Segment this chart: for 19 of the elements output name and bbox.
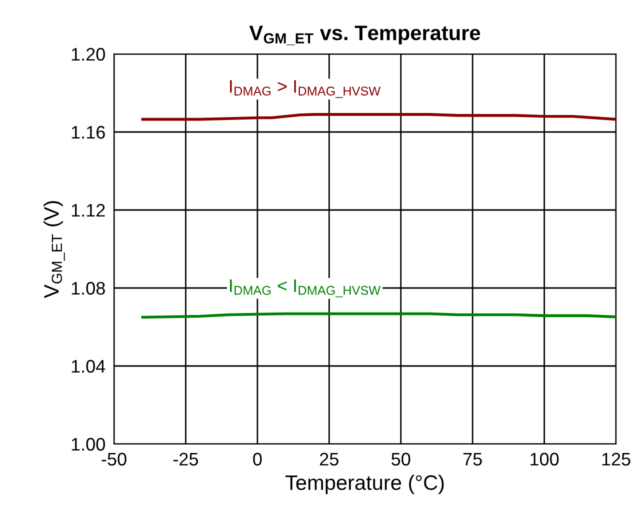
y-tick-label: 1.16 [72, 126, 105, 139]
x-tick-label: 125 [602, 452, 630, 466]
x-tick-label: -25 [173, 452, 198, 466]
x-tick-label: 50 [392, 452, 410, 466]
x-tick-label: 0 [253, 452, 262, 466]
y-tick-label: 1.20 [72, 48, 105, 61]
series-label: I$_{DMAG}$ < I$_{DMAG_HVSW}$ [230, 279, 381, 298]
y-tick-label: 1.08 [72, 282, 105, 295]
chart-title: V$_{GM_ET}$ vs. Temperature [249, 26, 480, 46]
y-tick-label: 1.00 [72, 438, 105, 451]
x-tick-label: 25 [320, 452, 338, 466]
x-tick-label: -50 [102, 452, 126, 466]
y-tick-label: 1.12 [72, 204, 105, 217]
x-tick-label: 75 [463, 452, 482, 466]
y-tick-label: 1.04 [72, 360, 106, 373]
series-label: I$_{DMAG}$ > I$_{DMAG_HVSW}$ [230, 80, 381, 98]
x-tick-label: 100 [530, 452, 559, 466]
y-axis-title: V$_{GM_ET}$ (V) [44, 201, 65, 298]
x-axis-title: Temperature (°C) [285, 474, 444, 494]
